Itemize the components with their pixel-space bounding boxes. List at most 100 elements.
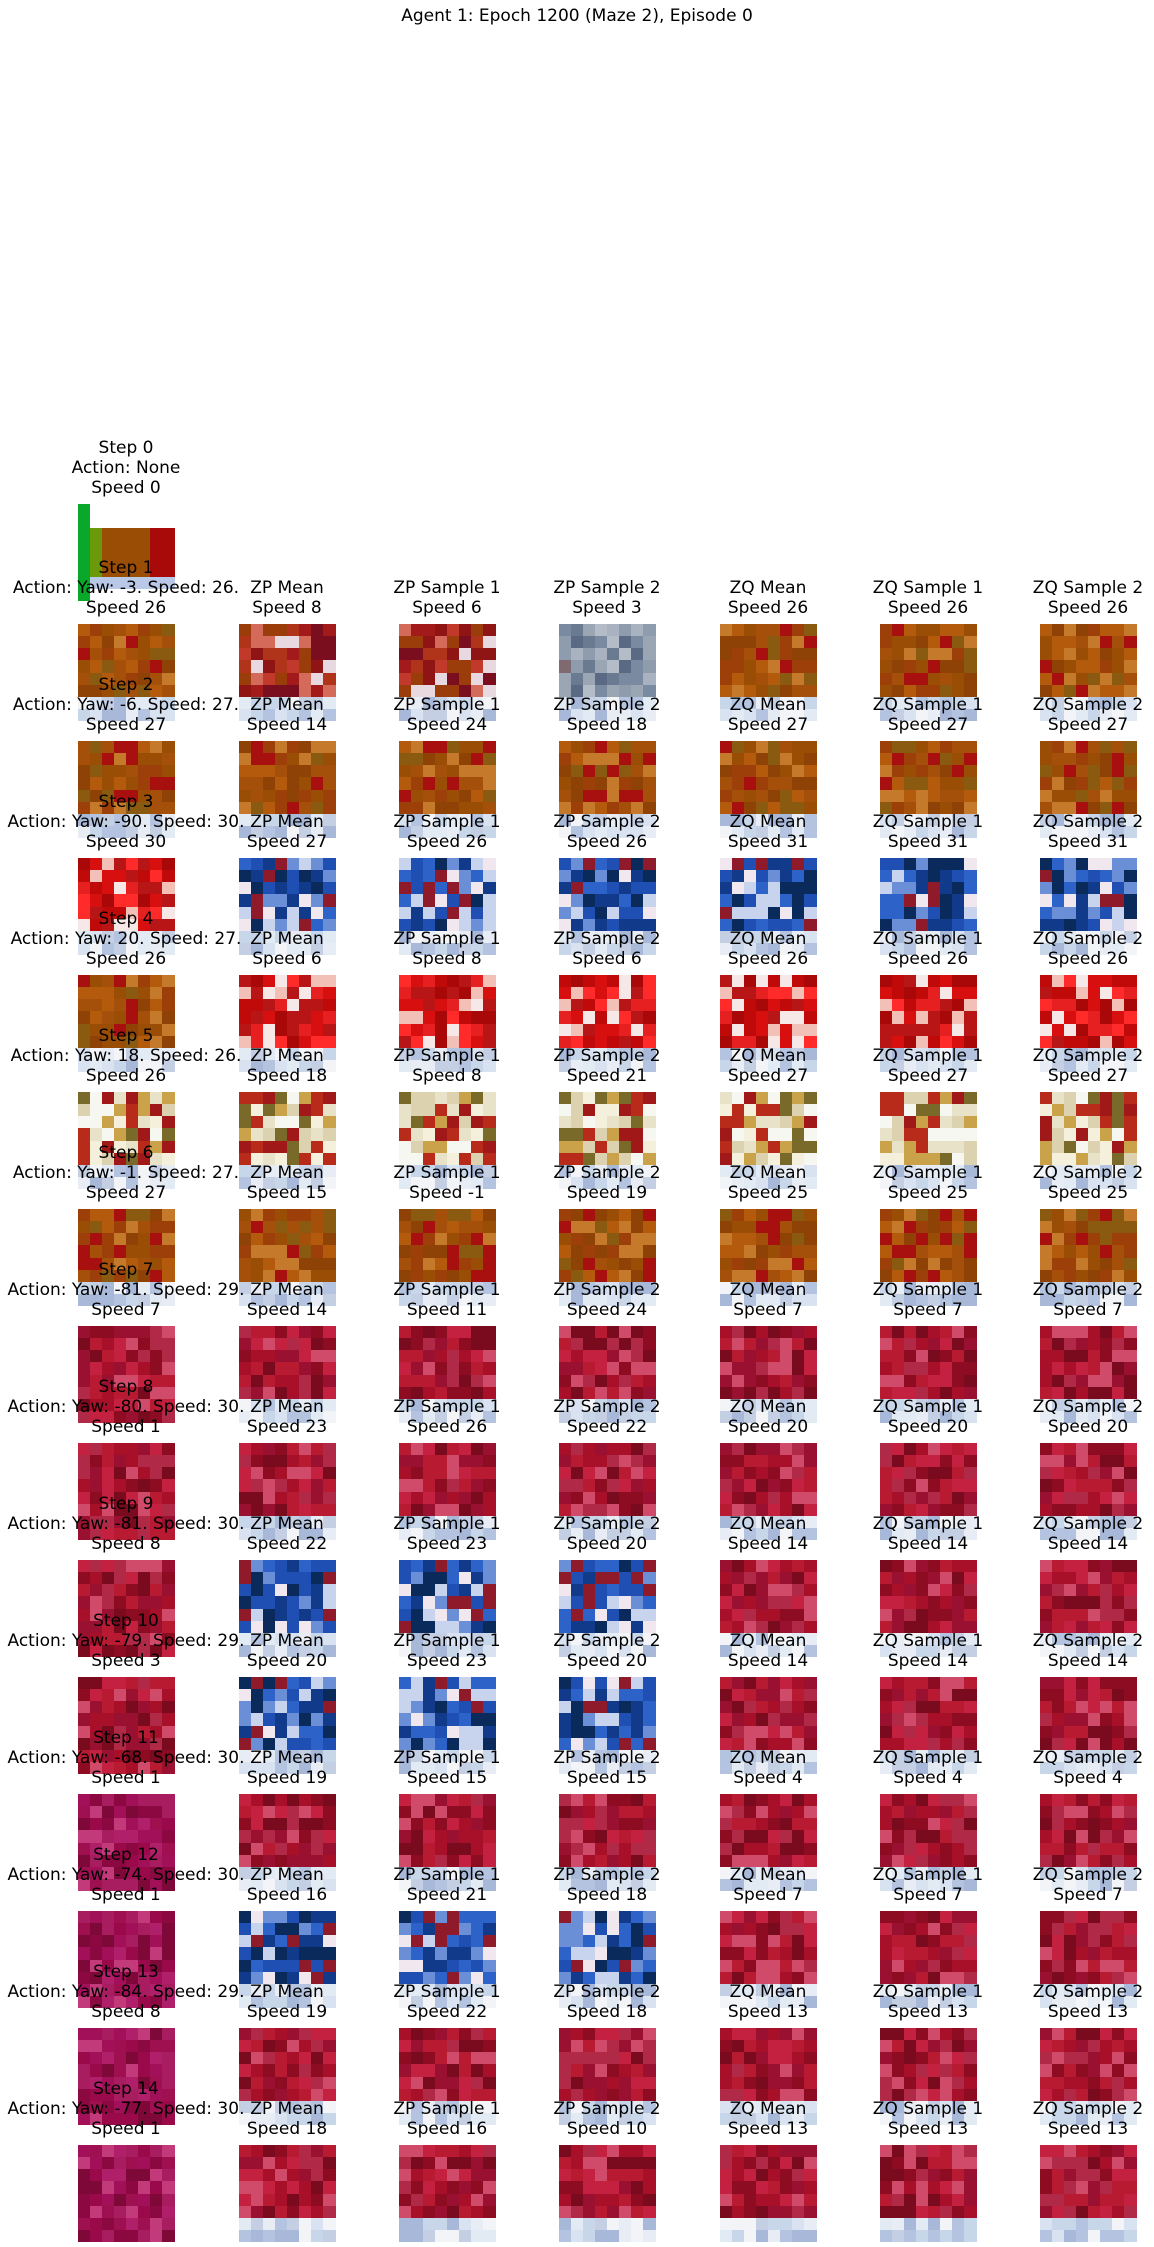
column-speed-label: Speed 27 xyxy=(1047,715,1129,735)
zq-image xyxy=(719,1443,817,1540)
column-label: ZP Sample 1 xyxy=(393,1514,501,1534)
column-label: ZQ Sample 2 xyxy=(1032,1865,1144,1885)
column-label: ZQ Sample 2 xyxy=(1032,1046,1144,1066)
observation-image xyxy=(77,504,175,601)
zp-image xyxy=(558,1677,656,1774)
column-label: ZQ Sample 2 xyxy=(1032,2099,1144,2119)
column-speed-label: Speed 15 xyxy=(566,1768,648,1788)
zq-image xyxy=(879,1560,977,1657)
zp-image xyxy=(558,1911,656,2008)
zq-image xyxy=(1039,2145,1137,2242)
zp-image xyxy=(558,858,656,955)
column-speed-label: Speed 16 xyxy=(406,2119,488,2139)
column-label: ZP Mean xyxy=(250,1280,324,1300)
column-speed-label: Speed 3 xyxy=(572,598,642,618)
column-label: ZP Sample 2 xyxy=(553,1631,661,1651)
column-speed-label: Speed 19 xyxy=(246,2002,328,2022)
column-speed-label: Speed 14 xyxy=(887,1651,969,1671)
zq-image xyxy=(719,1209,817,1306)
column-label: ZP Mean xyxy=(250,1865,324,1885)
zp-image xyxy=(398,1326,496,1423)
column-label: ZQ Mean xyxy=(729,1280,807,1300)
action-label: Action: Yaw: -6. Speed: 27. xyxy=(12,695,240,715)
zp-image xyxy=(558,1443,656,1540)
zq-image xyxy=(719,858,817,955)
zq-image xyxy=(1039,1911,1137,2008)
column-speed-label: Speed -1 xyxy=(409,1183,485,1203)
column-speed-label: Speed 19 xyxy=(566,1183,648,1203)
zq-image xyxy=(719,624,817,721)
column-speed-label: Speed 15 xyxy=(246,1183,328,1203)
zp-image xyxy=(238,1443,336,1540)
column-label: ZQ Mean xyxy=(729,578,807,598)
observation-image xyxy=(77,1911,175,2008)
step-label: Step 14 xyxy=(93,2079,159,2099)
column-speed-label: Speed 31 xyxy=(1047,832,1129,852)
column-speed-label: Speed 20 xyxy=(566,1534,648,1554)
step-label: Step 9 xyxy=(98,1494,154,1514)
column-label: ZP Sample 2 xyxy=(553,1163,661,1183)
column-label: ZP Sample 2 xyxy=(553,1982,661,2002)
column-speed-label: Speed 24 xyxy=(406,715,488,735)
column-label: ZQ Sample 1 xyxy=(872,1280,984,1300)
observation-image xyxy=(77,975,175,1072)
column-label: ZP Sample 2 xyxy=(553,1748,661,1768)
column-speed-label: Speed 7 xyxy=(1053,1885,1123,1905)
column-label: ZP Mean xyxy=(250,1163,324,1183)
column-label: ZQ Mean xyxy=(729,2099,807,2119)
column-label: ZQ Sample 1 xyxy=(872,1046,984,1066)
action-label: Action: Yaw: -81. Speed: 29. xyxy=(7,1280,245,1300)
column-label: ZP Sample 1 xyxy=(393,1397,501,1417)
zp-image xyxy=(558,1560,656,1657)
speed-label: Speed 30 xyxy=(85,832,167,852)
observation-image xyxy=(77,1677,175,1774)
column-label: ZP Sample 1 xyxy=(393,1865,501,1885)
column-speed-label: Speed 22 xyxy=(246,1534,328,1554)
step-label: Step 1 xyxy=(98,558,154,578)
zq-image xyxy=(879,1209,977,1306)
step-label: Step 6 xyxy=(98,1143,154,1163)
column-speed-label: Speed 4 xyxy=(893,1768,963,1788)
column-label: ZQ Sample 1 xyxy=(872,1397,984,1417)
zq-image xyxy=(1039,1560,1137,1657)
zq-image xyxy=(879,1443,977,1540)
column-speed-label: Speed 13 xyxy=(1047,2119,1129,2139)
zp-image xyxy=(238,1794,336,1891)
zq-image xyxy=(719,1794,817,1891)
step-label: Step 3 xyxy=(98,792,154,812)
speed-label: Speed 8 xyxy=(91,1534,161,1554)
zq-image xyxy=(1039,1677,1137,1774)
column-label: ZP Sample 1 xyxy=(393,695,501,715)
column-label: ZP Sample 2 xyxy=(553,1865,661,1885)
column-label: ZP Mean xyxy=(250,578,324,598)
zq-image xyxy=(879,2028,977,2125)
column-speed-label: Speed 4 xyxy=(733,1768,803,1788)
column-label: ZQ Mean xyxy=(729,929,807,949)
column-speed-label: Speed 26 xyxy=(406,832,488,852)
column-label: ZP Sample 1 xyxy=(393,929,501,949)
zq-image xyxy=(879,1092,977,1189)
column-label: ZP Sample 1 xyxy=(393,2099,501,2119)
column-speed-label: Speed 27 xyxy=(246,832,328,852)
zq-image xyxy=(1039,2028,1137,2125)
speed-label: Speed 1 xyxy=(91,1768,161,1788)
column-label: ZQ Sample 1 xyxy=(872,1163,984,1183)
column-speed-label: Speed 7 xyxy=(893,1300,963,1320)
zq-image xyxy=(879,858,977,955)
action-label: Action: Yaw: -80. Speed: 30. xyxy=(7,1397,245,1417)
column-label: ZQ Sample 2 xyxy=(1032,1631,1144,1651)
speed-label: Speed 0 xyxy=(91,478,161,498)
column-label: ZQ Sample 2 xyxy=(1032,1280,1144,1300)
column-label: ZP Sample 1 xyxy=(393,1280,501,1300)
column-speed-label: Speed 26 xyxy=(727,949,809,969)
observation-image xyxy=(77,1794,175,1891)
column-speed-label: Speed 7 xyxy=(733,1300,803,1320)
column-speed-label: Speed 13 xyxy=(1047,2002,1129,2022)
zp-image xyxy=(558,1209,656,1306)
column-speed-label: Speed 7 xyxy=(1053,1300,1123,1320)
column-label: ZQ Sample 1 xyxy=(872,812,984,832)
column-speed-label: Speed 25 xyxy=(1047,1183,1129,1203)
column-speed-label: Speed 6 xyxy=(412,598,482,618)
column-label: ZP Sample 2 xyxy=(553,578,661,598)
zq-image xyxy=(1039,1326,1137,1423)
